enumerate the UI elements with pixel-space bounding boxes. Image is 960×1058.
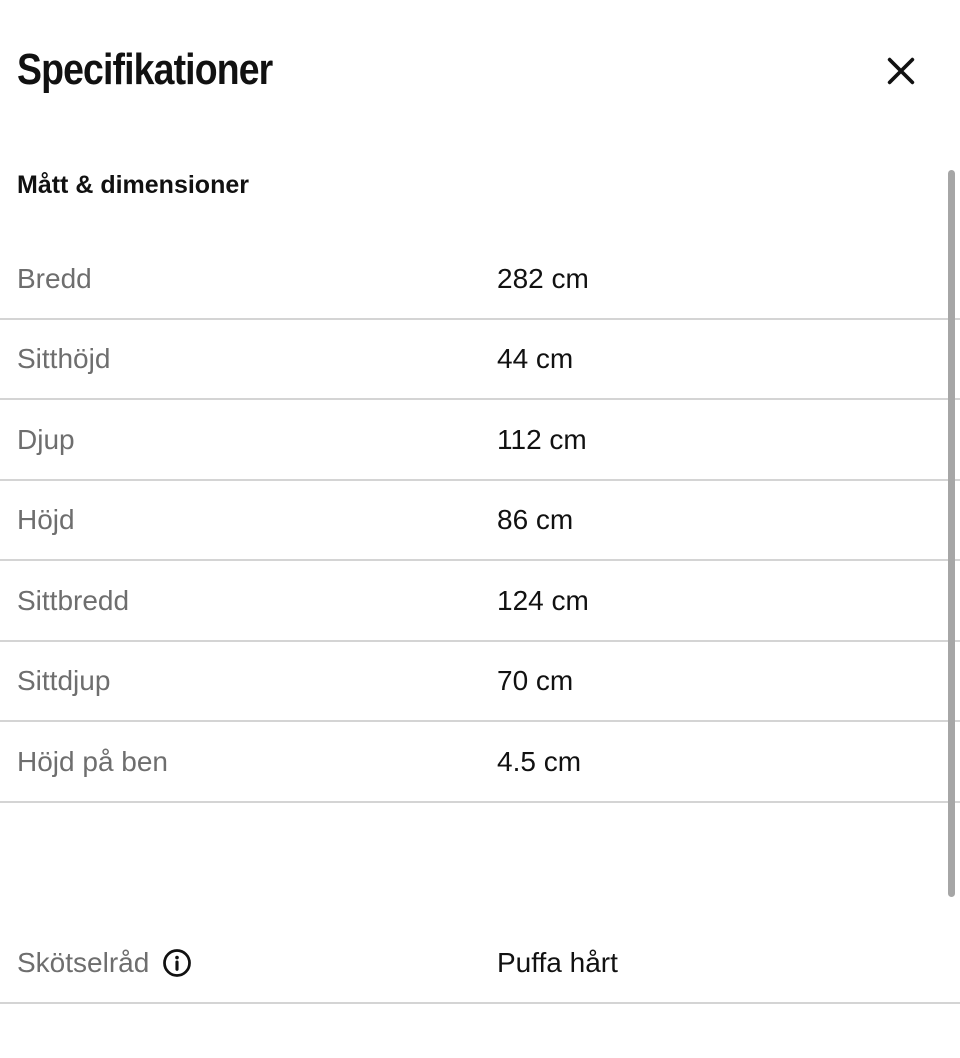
care-info-button[interactable] — [162, 948, 192, 978]
spec-row-value: 282 cm — [497, 262, 589, 294]
spec-row: Höjd 86 cm — [0, 481, 960, 562]
spec-row-value: 70 cm — [497, 665, 574, 697]
close-button[interactable] — [880, 50, 922, 92]
close-icon — [880, 50, 922, 92]
spec-row-value: 44 cm — [497, 343, 574, 375]
page-title: Specifikationer — [17, 45, 273, 94]
spec-row-label: Höjd på ben — [17, 745, 169, 777]
spec-row-label: Sittdjup — [17, 665, 111, 697]
spec-row: Bredd 282 cm — [0, 239, 960, 320]
spec-row-label: Sittbredd — [17, 584, 130, 616]
spec-row-value: 112 cm — [497, 423, 587, 455]
info-icon — [162, 948, 192, 978]
spec-row: Sittdjup 70 cm — [0, 642, 960, 723]
section-gap — [0, 803, 960, 924]
spec-row-value: 124 cm — [497, 584, 589, 616]
spec-row: Djup 112 cm — [0, 400, 960, 481]
dimensions-table: Bredd 282 cm Sitthöjd 44 cm Djup 112 cm … — [0, 239, 960, 803]
spec-row: Höjd på ben 4.5 cm — [0, 722, 960, 803]
spec-row-label: Bredd — [17, 262, 92, 294]
spec-row: Sittbredd 124 cm — [0, 561, 960, 642]
spec-row-label: Sitthöjd — [17, 343, 111, 375]
scrollbar-thumb[interactable] — [948, 170, 955, 897]
dimensions-section-heading: Mått & dimensioner — [17, 171, 249, 200]
modal-header: Specifikationer — [0, 0, 960, 94]
care-row-label: Skötselråd — [17, 947, 150, 979]
spec-row-value: 86 cm — [497, 504, 574, 536]
care-row-label-group: Skötselråd — [17, 946, 497, 980]
spec-row-label: Djup — [17, 423, 75, 455]
spec-row-value: 4.5 cm — [497, 745, 582, 777]
spec-row: Sitthöjd 44 cm — [0, 320, 960, 401]
spec-row-label: Höjd — [17, 504, 75, 536]
care-row: Skötselråd Puffa hårt — [0, 924, 960, 1005]
care-row-value: Puffa hårt — [497, 947, 618, 979]
